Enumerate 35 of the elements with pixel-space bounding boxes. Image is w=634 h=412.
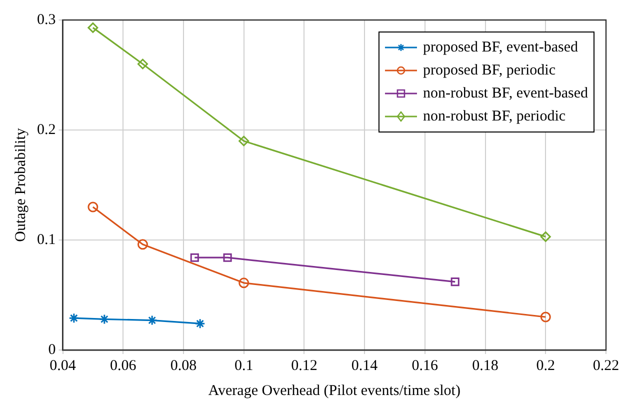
legend-label: proposed BF, event-based <box>422 39 578 56</box>
x-tick-label: 0.22 <box>592 358 620 374</box>
point <box>68 312 80 324</box>
x-tick-label: 0.2 <box>536 358 556 374</box>
point <box>99 314 110 324</box>
x-tick-label: 0.1 <box>234 358 254 374</box>
y-tick-label: 0.1 <box>37 232 56 248</box>
point <box>88 22 98 33</box>
x-tick-label: 0.14 <box>351 358 378 374</box>
legend-label: proposed BF, periodic <box>422 62 556 78</box>
point <box>88 202 98 212</box>
x-tick-label: 0.08 <box>170 358 197 374</box>
x-tick-label: 0.04 <box>50 358 76 374</box>
point <box>238 136 250 146</box>
y-tick-label: 0.3 <box>37 12 56 28</box>
point <box>540 312 551 322</box>
x-tick-label: 0.06 <box>110 358 137 374</box>
y-tick-label: 0.2 <box>37 122 56 138</box>
point <box>190 253 199 262</box>
x-axis-title: Average Overhead (Pilot events/time slot) <box>208 382 460 399</box>
point <box>540 231 551 242</box>
point <box>194 318 206 329</box>
point <box>223 253 232 262</box>
point <box>137 239 148 250</box>
y-axis-title: Outage Probability <box>12 128 29 242</box>
y-tick-label: 0 <box>48 342 56 358</box>
x-tick-label: 0.16 <box>412 358 439 374</box>
legend-label: non-robust BF, periodic <box>422 108 566 124</box>
x-tick-label: 0.12 <box>291 358 318 374</box>
point <box>146 315 158 326</box>
point <box>238 278 250 288</box>
point <box>450 278 460 286</box>
legend-label: non-robust BF, event-based <box>422 85 588 102</box>
point <box>137 58 148 70</box>
x-tick-label: 0.18 <box>472 358 498 374</box>
